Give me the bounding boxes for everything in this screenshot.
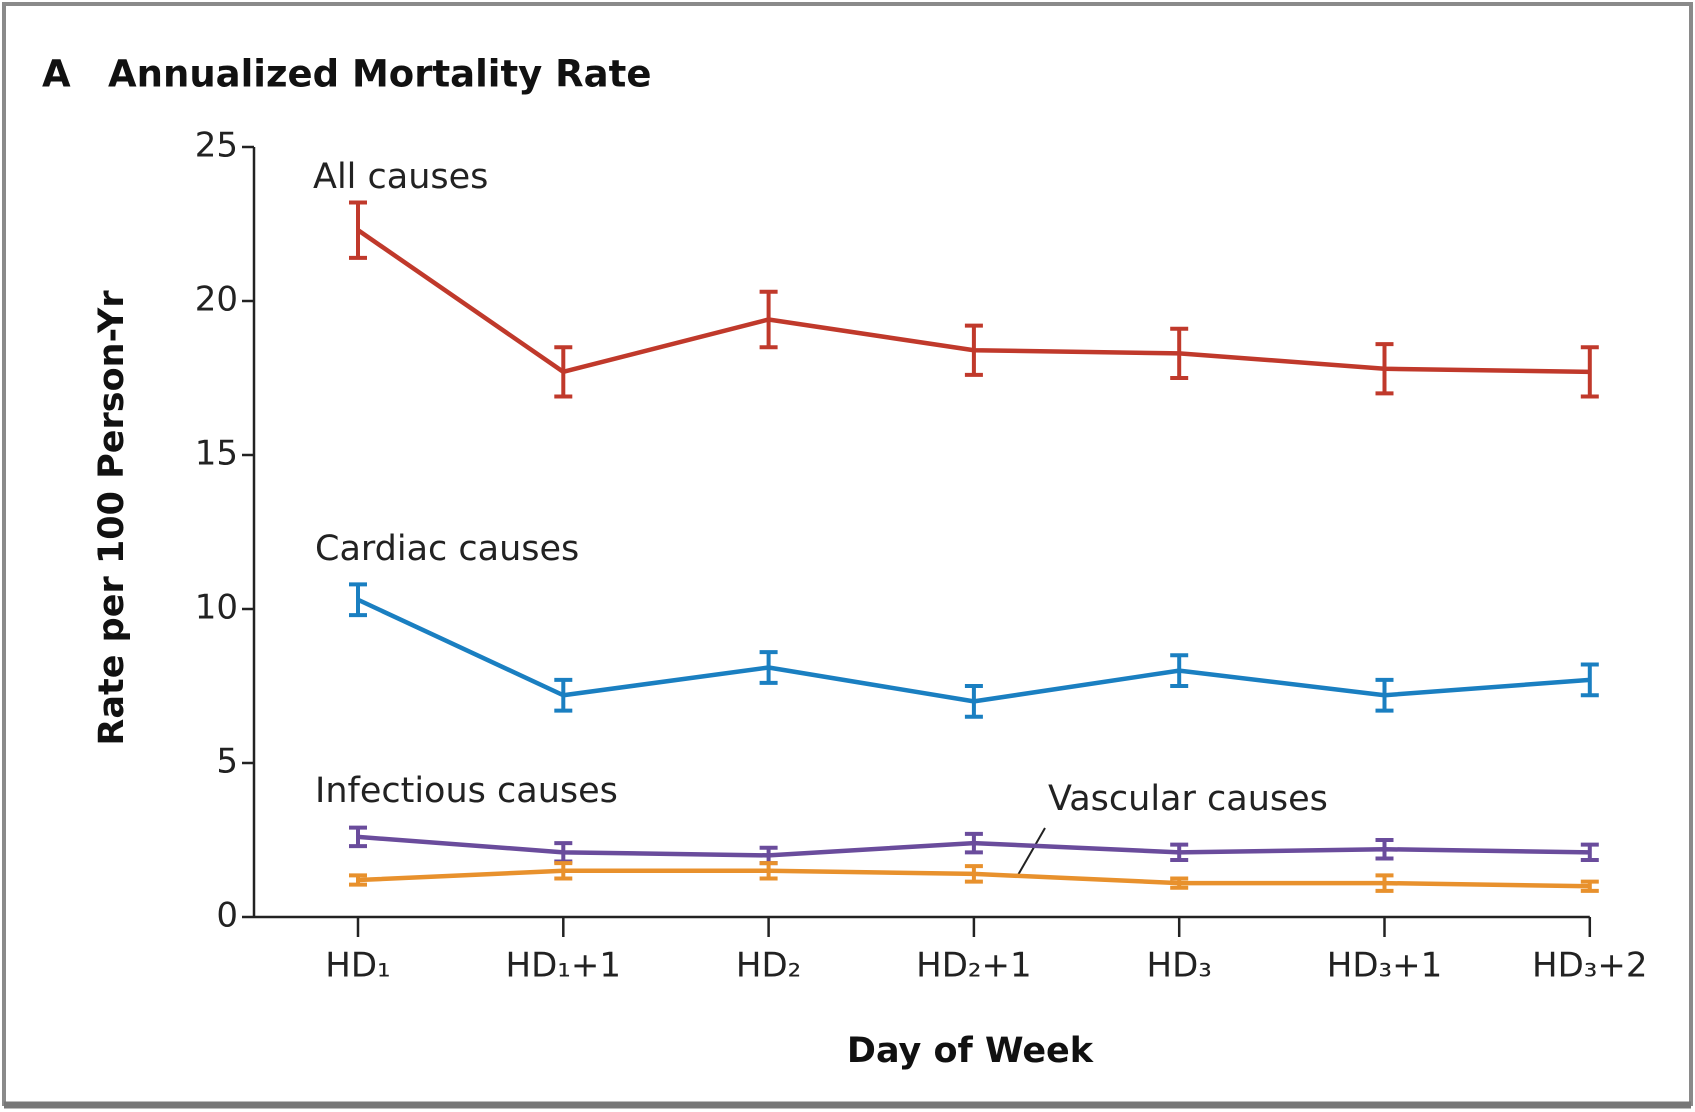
- y-tick-label: 10: [195, 588, 238, 628]
- error-bar: [554, 677, 573, 713]
- error-bar: [1170, 326, 1189, 380]
- y-tick-label: 15: [195, 434, 238, 474]
- x-tick-label: HD₃: [1147, 946, 1212, 986]
- x-tick-label: HD₂+1: [916, 946, 1032, 986]
- y-tick-label: 5: [216, 742, 238, 782]
- error-bar: [349, 582, 367, 618]
- error-bar: [1170, 842, 1189, 863]
- error-bar: [349, 825, 367, 849]
- series-label: Vascular causes: [1048, 779, 1328, 819]
- x-tick-label: HD₃+1: [1327, 946, 1443, 986]
- series-label: Cardiac causes: [315, 529, 579, 569]
- series-label: All causes: [313, 157, 488, 197]
- x-axis-title: Day of Week: [847, 1031, 1094, 1071]
- error-bar: [1170, 653, 1189, 688]
- x-tick-label: HD₁: [325, 946, 390, 986]
- error-bar: [759, 289, 778, 350]
- error-bar: [1375, 342, 1394, 396]
- x-tick-label: HD₂: [736, 946, 801, 986]
- error-bar: [554, 861, 573, 881]
- error-bar: [964, 684, 983, 719]
- error-bar: [1375, 873, 1394, 893]
- error-bar: [1580, 842, 1599, 863]
- error-bar: [1580, 879, 1599, 893]
- error-bar: [554, 345, 573, 399]
- error-bar: [964, 323, 983, 377]
- error-bar: [1375, 838, 1394, 861]
- error-bar: [759, 861, 778, 881]
- panel-label: A: [42, 53, 71, 96]
- y-tick-label: 0: [216, 896, 238, 936]
- error-bar: [964, 831, 983, 855]
- error-bar: [349, 873, 367, 887]
- error-bar: [349, 200, 367, 260]
- error-bar: [1580, 345, 1599, 399]
- x-tick-label: HD₃+2: [1532, 946, 1648, 986]
- x-tick-label: HD₁+1: [506, 946, 622, 986]
- error-bar: [1580, 662, 1599, 698]
- error-bar: [759, 650, 778, 685]
- error-bar: [964, 864, 983, 884]
- leader-line: [1017, 827, 1046, 876]
- y-axis-title: Rate per 100 Person-Yr: [92, 290, 132, 746]
- y-tick-label: 25: [195, 126, 238, 166]
- y-tick-label: 20: [195, 280, 238, 320]
- chart-title: Annualized Mortality Rate: [108, 53, 651, 96]
- error-bar: [1170, 876, 1189, 890]
- error-bar: [1375, 677, 1394, 713]
- series-label: Infectious causes: [315, 771, 618, 811]
